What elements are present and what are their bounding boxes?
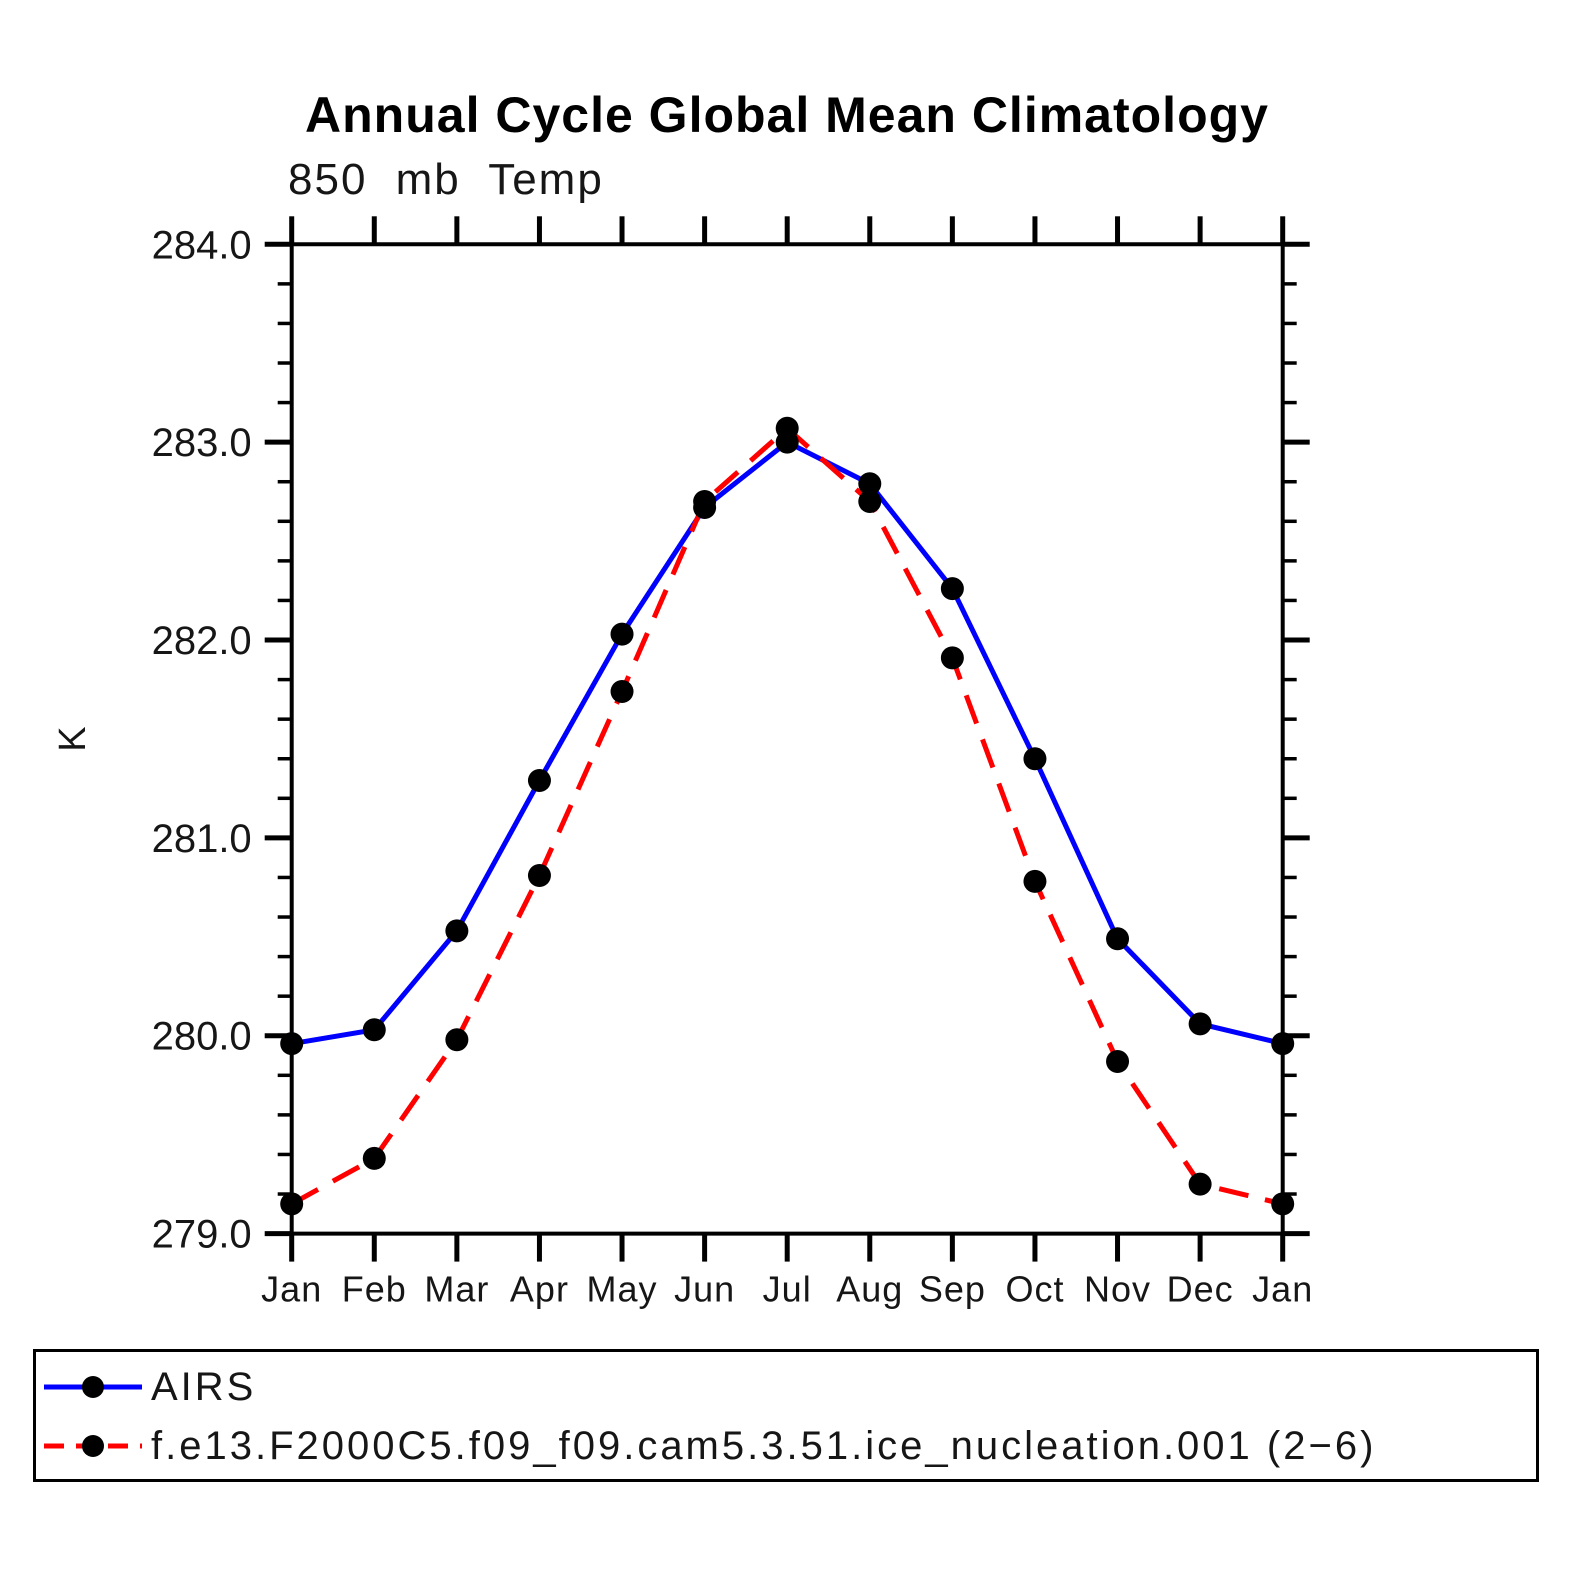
data-point-model bbox=[1271, 1192, 1295, 1216]
data-point-airs bbox=[610, 622, 634, 646]
data-point-airs bbox=[858, 472, 882, 496]
x-tick-label: Aug bbox=[836, 1269, 903, 1310]
series-line-model bbox=[290, 424, 1284, 1207]
data-point-model bbox=[280, 1192, 304, 1216]
x-tick-label: Jan bbox=[261, 1269, 322, 1310]
chart-plot-area: 279.0 280.0 281.0 282.0 283.0 284.0 Jan Feb Mar A… bbox=[52, 216, 1313, 1310]
data-point-airs bbox=[527, 769, 551, 793]
y-tick-label: 284.0 bbox=[152, 223, 252, 267]
x-tick-label: Dec bbox=[1167, 1269, 1234, 1310]
legend-box: AIRS f.e13.F2000C5.f09_f09.cam5.3.51.ice… bbox=[33, 1349, 1539, 1482]
x-tick-label: Nov bbox=[1084, 1269, 1151, 1310]
legend-entry-model: f.e13.F2000C5.f09_f09.cam5.3.51.ice_nucl… bbox=[41, 1423, 1377, 1468]
data-point-model bbox=[445, 1028, 469, 1052]
legend-marker-dot bbox=[82, 1376, 104, 1398]
data-point-model bbox=[940, 646, 964, 670]
data-point-airs bbox=[280, 1032, 304, 1056]
data-point-model bbox=[858, 490, 882, 514]
x-tick-label: May bbox=[587, 1269, 658, 1310]
legend-label-airs: AIRS bbox=[151, 1364, 257, 1409]
y-tick-label: 281.0 bbox=[152, 817, 252, 861]
legend-label-model: f.e13.F2000C5.f09_f09.cam5.3.51.ice_nucl… bbox=[151, 1423, 1377, 1468]
x-tick-label: Jan bbox=[1252, 1269, 1313, 1310]
x-tick-label: Feb bbox=[342, 1269, 407, 1310]
series-line-airs bbox=[291, 439, 1284, 1047]
data-point-model bbox=[527, 863, 551, 887]
data-point-model bbox=[693, 490, 717, 514]
x-tick-label: Oct bbox=[1005, 1269, 1064, 1310]
y-tick-label: 279.0 bbox=[152, 1213, 252, 1257]
data-point-model bbox=[362, 1146, 386, 1170]
chart-subtitle: 850 mb Temp bbox=[288, 155, 604, 204]
legend-sample-model-line bbox=[44, 1435, 142, 1457]
data-point-model bbox=[1188, 1172, 1212, 1196]
y-tick-label: 280.0 bbox=[152, 1015, 252, 1059]
y-tick-label: 282.0 bbox=[152, 619, 252, 663]
data-point-airs bbox=[940, 577, 964, 601]
data-point-model bbox=[610, 679, 634, 703]
data-point-model bbox=[1106, 1049, 1130, 1073]
legend-sample-airs-line bbox=[44, 1376, 142, 1398]
x-tick-label: Jul bbox=[763, 1269, 812, 1310]
data-point-model bbox=[1023, 869, 1047, 893]
x-tick-label: Apr bbox=[510, 1269, 569, 1310]
x-tick-label: Jun bbox=[674, 1269, 735, 1310]
data-point-airs bbox=[1023, 747, 1047, 771]
chart-title: Annual Cycle Global Mean Climatology bbox=[305, 87, 1269, 143]
legend-marker-dot bbox=[82, 1435, 104, 1457]
legend-entry-airs: AIRS bbox=[41, 1364, 257, 1409]
data-point-airs bbox=[1271, 1032, 1295, 1056]
data-point-airs bbox=[1188, 1012, 1212, 1036]
data-point-airs bbox=[1106, 927, 1130, 951]
data-point-airs bbox=[445, 919, 469, 943]
data-point-model bbox=[775, 416, 799, 440]
x-tick-label: Sep bbox=[919, 1269, 986, 1310]
x-tick-label: Mar bbox=[424, 1269, 489, 1310]
y-axis-label: K bbox=[52, 726, 94, 751]
y-tick-label: 283.0 bbox=[152, 421, 252, 465]
data-point-airs bbox=[362, 1018, 386, 1042]
